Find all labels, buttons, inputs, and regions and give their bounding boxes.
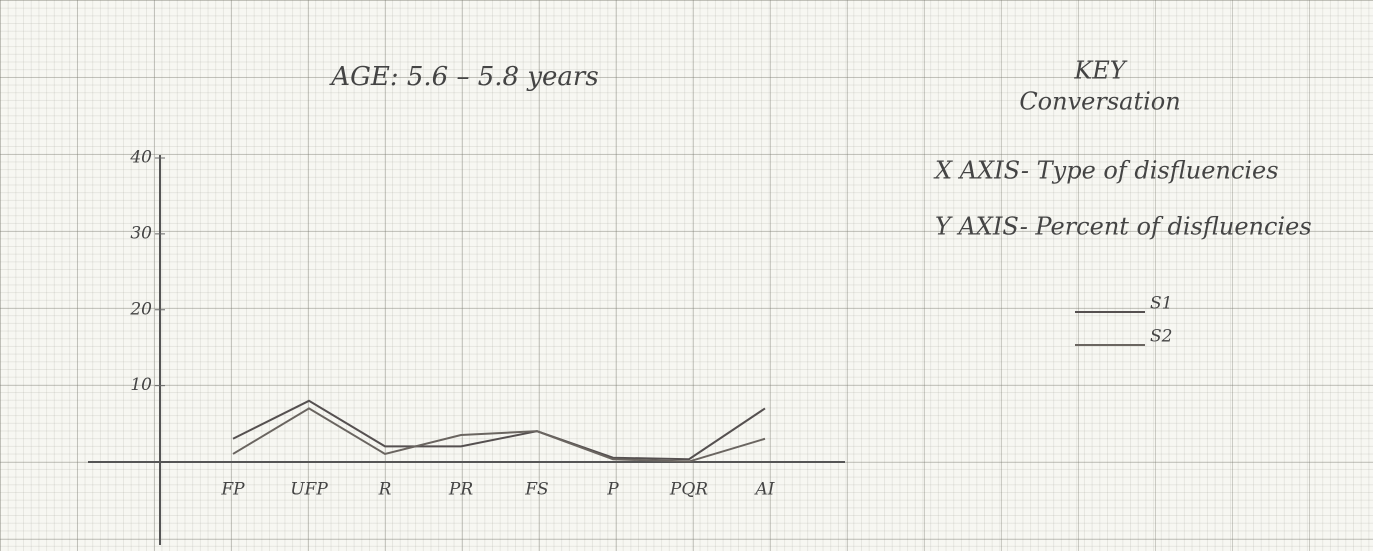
legend-label: S1 <box>1150 294 1172 314</box>
chart-title: AGE: 5.6 – 5.8 years <box>329 62 598 92</box>
x-tick-label: AI <box>754 480 775 500</box>
key-y-axis: Y AXIS- Percent of disfluencies <box>935 213 1312 241</box>
x-tick-label: UFP <box>290 480 328 500</box>
y-tick-label: 20 <box>129 299 152 319</box>
legend-label: S2 <box>1150 327 1172 347</box>
x-tick-label: PR <box>448 480 473 500</box>
x-tick-label: P <box>606 480 619 500</box>
y-tick-label: 30 <box>130 223 152 243</box>
key-x-axis: X AXIS- Type of disfluencies <box>933 157 1279 185</box>
x-tick-label: FP <box>220 480 245 500</box>
x-tick-label: PQR <box>669 480 708 500</box>
series-line <box>233 408 765 461</box>
x-tick-label: R <box>378 480 392 500</box>
key-subtitle: Conversation <box>1019 88 1180 116</box>
chart: AGE: 5.6 – 5.8 years KEY Conversation X … <box>0 0 1373 551</box>
key-title: KEY <box>1073 57 1127 85</box>
y-tick-label: 40 <box>129 148 152 168</box>
y-tick-label: 10 <box>130 375 152 395</box>
x-tick-label: FS <box>524 480 548 500</box>
